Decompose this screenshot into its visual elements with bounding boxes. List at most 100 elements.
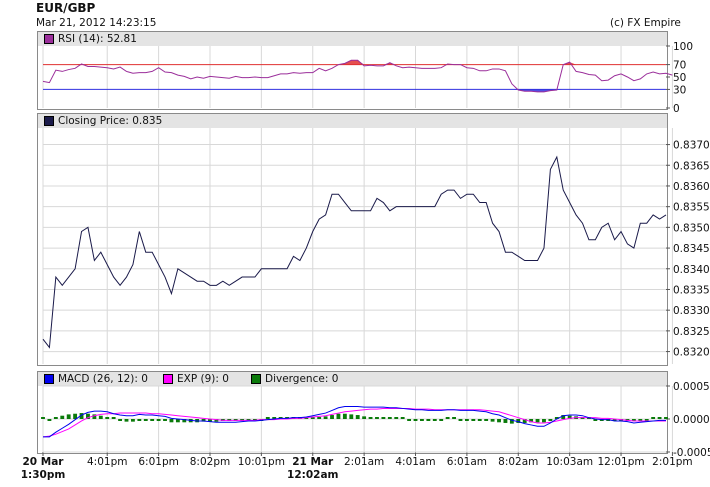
divergence-bar — [47, 419, 52, 421]
divergence-bar — [317, 417, 322, 419]
divergence-bar — [561, 415, 566, 419]
x-tick-label: 12:01pm — [597, 456, 644, 468]
divergence-bar — [612, 419, 617, 421]
macd-y-tick-label: 0.0005 — [673, 381, 710, 393]
price-y-tick-label: 0.8355 — [673, 202, 710, 214]
x-tick-label: 10:03am — [546, 456, 593, 468]
divergence-bar — [375, 417, 379, 419]
x-tick-label: 6:01pm — [138, 456, 178, 468]
x-tick-label: 6:01am — [447, 456, 487, 468]
divergence-bar — [554, 417, 559, 419]
divergence-bar — [439, 419, 444, 421]
divergence-bar — [497, 419, 501, 423]
divergence-bar — [657, 417, 662, 419]
rsi-panel: RSI (14): 52.81 — [37, 31, 668, 110]
x-tick-label: 8:02pm — [190, 456, 230, 468]
divergence-bar — [445, 417, 450, 419]
divergence-bar — [381, 417, 386, 419]
macd-legend-label: MACD (26, 12): 0 — [58, 373, 148, 385]
credit: (c) FX Empire — [610, 17, 681, 29]
divergence-bar — [464, 419, 469, 421]
divergence-bar — [368, 417, 373, 419]
rsi-legend-swatch — [44, 34, 54, 44]
divergence-bar — [394, 417, 399, 419]
rsi-y-tick-label: 0 — [673, 103, 680, 115]
symbol-title: EUR/GBP — [36, 1, 96, 15]
divergence-bar — [490, 419, 495, 422]
divergence-bar — [41, 417, 45, 419]
price-y-tick-label: 0.8370 — [673, 140, 710, 152]
divergence-bar — [111, 417, 116, 419]
divergence-bar — [426, 419, 431, 421]
timestamp: Mar 21, 2012 14:23:15 — [36, 17, 157, 29]
divergence-bar — [310, 417, 315, 419]
x-tick-label: 21 Mar — [292, 456, 334, 468]
x-tick-label: 20 Mar — [23, 456, 65, 468]
divergence-bar — [471, 419, 476, 421]
divergence-bar — [638, 419, 643, 421]
divergence-bar — [420, 419, 424, 421]
x-tick-label: 2:01am — [344, 456, 384, 468]
divergence-bar — [548, 419, 553, 421]
rsi-legend: RSI (14): 52.81 — [38, 32, 667, 46]
rsi-overbought-fill — [75, 60, 577, 65]
rsi-y-tick-label: 50 — [673, 72, 686, 84]
macd-panel: MACD (26, 12): 0 EXP (9): 0 Divergence: … — [37, 371, 668, 454]
exp-line — [42, 407, 666, 438]
divergence-bar — [201, 419, 206, 422]
divergence-bar — [53, 417, 58, 419]
price-y-tick-label: 0.8365 — [673, 160, 710, 172]
rsi-y-tick-label: 70 — [673, 60, 686, 72]
divergence-bar — [407, 419, 412, 421]
macd-line — [43, 405, 666, 438]
divergence-bar — [522, 419, 527, 423]
divergence-bar — [516, 419, 521, 423]
price-y-tick-label: 0.8340 — [673, 264, 710, 276]
price-y-tick-label: 0.8335 — [673, 284, 710, 296]
divergence-bar — [509, 419, 514, 424]
divergence-bar — [73, 413, 78, 419]
divergence-legend-swatch — [251, 374, 261, 384]
divergence-bar — [79, 413, 84, 419]
divergence-bar — [105, 417, 110, 419]
divergence-bar — [163, 419, 167, 421]
x-tick-sublabel: 12:02am — [287, 469, 339, 481]
macd-legend-swatch — [44, 374, 54, 384]
divergence-bar — [362, 416, 367, 419]
price-y-tick-label: 0.8345 — [673, 243, 710, 255]
divergence-bar — [98, 415, 103, 419]
x-tick-label: 8:02am — [498, 456, 538, 468]
divergence-bar — [651, 417, 656, 419]
price-legend: Closing Price: 0.835 — [38, 114, 667, 128]
x-tick-label: 10:01pm — [238, 456, 285, 468]
price-y-tick-label: 0.8330 — [673, 305, 710, 317]
divergence-bar — [60, 415, 65, 419]
divergence-bar — [567, 415, 572, 419]
x-tick-label: 2:01pm — [652, 456, 692, 468]
exp-legend-label: EXP (9): 0 — [177, 373, 229, 385]
divergence-legend-label: Divergence: 0 — [265, 373, 339, 385]
divergence-bar — [182, 419, 187, 423]
divergence-bar — [503, 419, 508, 423]
price-legend-label: Closing Price: 0.835 — [58, 115, 163, 127]
divergence-bar — [336, 413, 341, 419]
divergence-bar — [323, 416, 328, 419]
closing-price-line — [42, 155, 667, 349]
macd-legend: MACD (26, 12): 0 EXP (9): 0 Divergence: … — [38, 372, 667, 386]
divergence-bar — [86, 413, 90, 419]
divergence-bar — [175, 419, 180, 423]
price-y-tick-label: 0.8350 — [673, 222, 710, 234]
rsi-y-tick-label: 100 — [673, 41, 693, 53]
divergence-bar — [631, 419, 636, 421]
x-tick-sublabel: 1:30pm — [21, 469, 66, 481]
rsi-y-tick-label: 30 — [673, 84, 686, 96]
divergence-bar — [118, 419, 122, 421]
divergence-bar — [265, 417, 270, 419]
price-y-tick-label: 0.8325 — [673, 326, 710, 338]
divergence-bar — [156, 419, 161, 421]
price-y-tick-label: 0.8360 — [673, 181, 710, 193]
divergence-bar — [330, 415, 334, 419]
divergence-bar — [272, 417, 277, 419]
divergence-bar — [432, 419, 437, 421]
